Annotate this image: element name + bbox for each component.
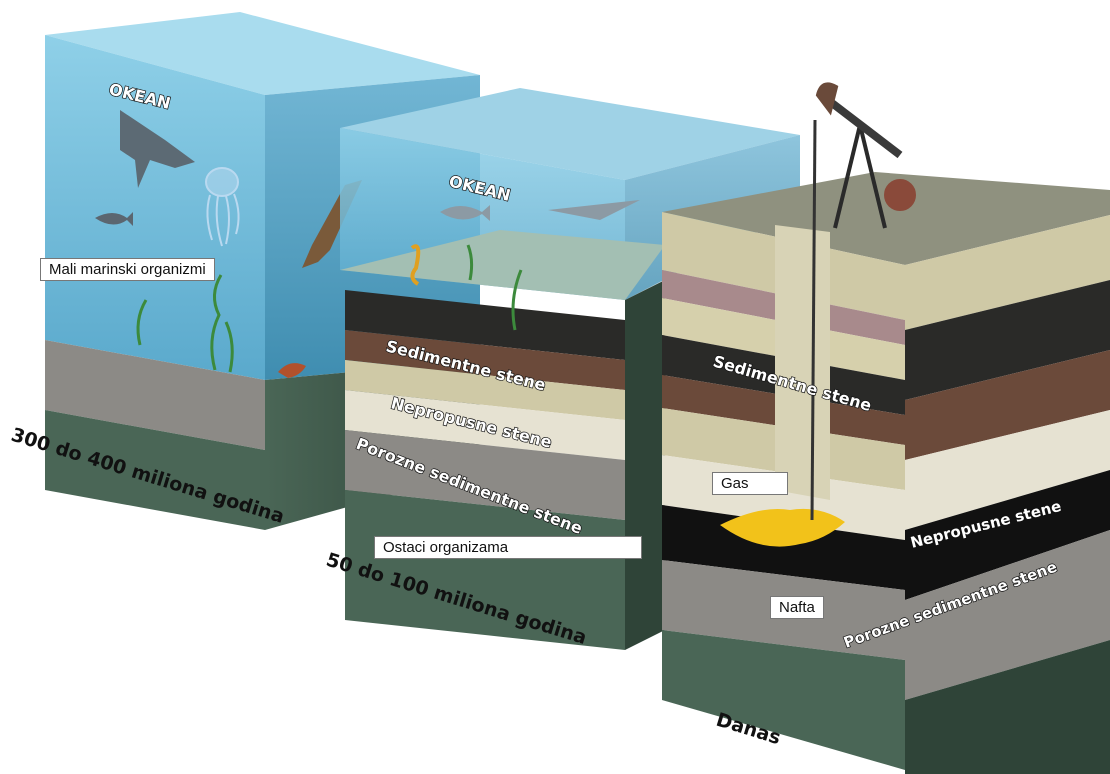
- gas-pocket: [720, 508, 845, 547]
- side-oil-3: [905, 470, 1110, 600]
- side-brown-3: [905, 350, 1110, 460]
- shrimp-icon: [278, 363, 306, 378]
- gas-callout: Gas: [712, 472, 788, 495]
- side-green-3: [905, 640, 1110, 774]
- side-brick-3: [905, 410, 1110, 530]
- oil-callout: Nafta: [770, 596, 824, 619]
- well-pipe: [810, 119, 817, 521]
- small-fish-icon: [95, 212, 133, 226]
- seahorse-icon: [410, 244, 421, 286]
- side-gravel-3: [905, 530, 1110, 700]
- green-rock-front-2: [345, 490, 625, 650]
- well-cutaway: [775, 225, 830, 500]
- ocean-surface-1: [45, 12, 480, 95]
- garfish-icon: [548, 200, 640, 220]
- sediment-light-2: [345, 360, 625, 420]
- fish-icon: [440, 205, 490, 221]
- ocean-surface-2: [340, 88, 800, 180]
- pumpjack-icon: [815, 82, 916, 229]
- green-rock-front-3: [662, 630, 905, 770]
- jellyfish-icon: [205, 167, 240, 247]
- ocean-water-front-1: [45, 35, 265, 380]
- seaweed-2: [466, 244, 523, 331]
- marine-organisms-callout: Mali marinski organizmi: [40, 258, 215, 281]
- seabed-1: [45, 340, 265, 450]
- sediment-brown-2: [345, 330, 625, 390]
- remains-callout: Ostaci organizama: [374, 536, 642, 559]
- impermeable-brick-2: [345, 390, 625, 460]
- seafloor-2: [340, 230, 665, 300]
- block-today: Sedimentne stene Nepropusne stene Porozn…: [662, 82, 1110, 774]
- sediment-dark-2: [345, 290, 625, 360]
- shark-icon: [120, 110, 195, 188]
- side-dark-3: [905, 280, 1110, 400]
- ground-top-3: [662, 172, 1110, 265]
- side-light-3a: [905, 215, 1110, 330]
- block-ancient-ocean: OKEAN: [45, 12, 480, 530]
- seaweed-1: [136, 274, 234, 373]
- block-side-2: [625, 280, 665, 650]
- green-rock-front-1: [45, 410, 265, 530]
